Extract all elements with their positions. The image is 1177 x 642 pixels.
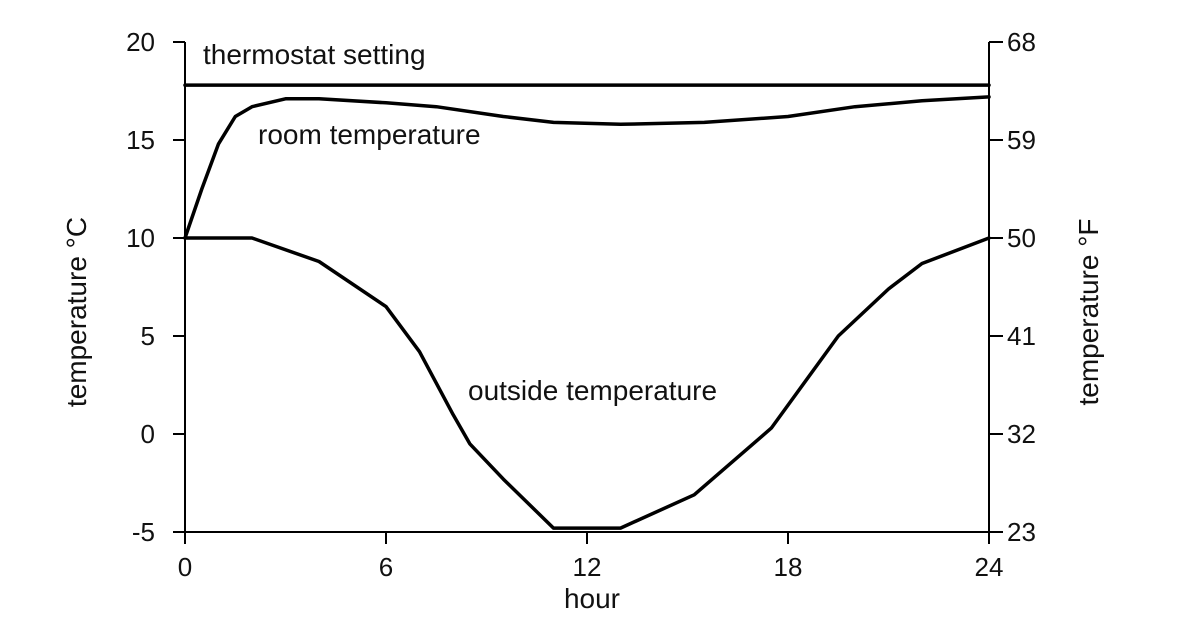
left-y-axis-title: temperature °C <box>61 217 92 407</box>
x-axis-title: hour <box>564 583 620 614</box>
outside-temperature-label: outside temperature <box>468 375 717 406</box>
room-temperature-label: room temperature <box>258 119 481 150</box>
right-y-tick-label: 50 <box>1007 223 1036 253</box>
room-temperature-line <box>183 95 991 240</box>
left-y-tick-label: 0 <box>141 419 155 449</box>
x-tick-label: 0 <box>178 552 192 582</box>
left-y-tick-label: 5 <box>141 321 155 351</box>
left-y-tick-label: 15 <box>126 125 155 155</box>
x-tick-label: 12 <box>573 552 602 582</box>
x-tick-label: 24 <box>975 552 1004 582</box>
x-tick-label: 18 <box>774 552 803 582</box>
left-y-tick-label: 20 <box>126 27 155 57</box>
left-y-tick-label: 10 <box>126 223 155 253</box>
right-y-tick-label: 32 <box>1007 419 1036 449</box>
series-layer <box>183 83 991 530</box>
right-y-tick-label: 41 <box>1007 321 1036 351</box>
right-y-tick-label: 59 <box>1007 125 1036 155</box>
right-y-axis-title: temperature °F <box>1073 218 1104 405</box>
right-y-tick-label: 68 <box>1007 27 1036 57</box>
thermostat-setting-label: thermostat setting <box>203 39 426 70</box>
outside-temperature-line <box>183 236 991 530</box>
x-tick-label: 6 <box>379 552 393 582</box>
left-y-tick-label: -5 <box>132 517 155 547</box>
right-y-tick-label: 23 <box>1007 517 1036 547</box>
axes <box>184 42 990 533</box>
